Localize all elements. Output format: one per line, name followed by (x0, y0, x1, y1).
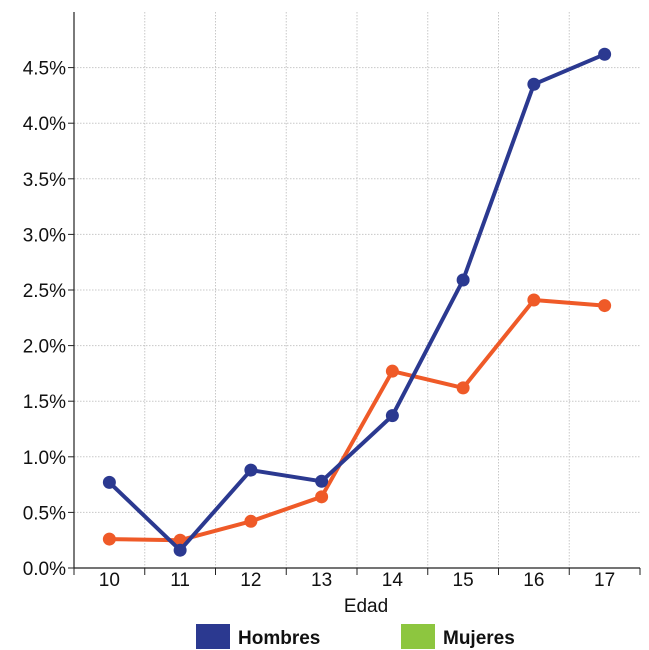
axes (68, 12, 640, 575)
x-tick-label: 15 (453, 570, 474, 591)
legend-swatch-hombres (196, 624, 230, 649)
data-point-hombres (598, 48, 611, 61)
data-point-mujeres (244, 515, 257, 528)
legend: Hombres Mujeres (196, 624, 515, 649)
x-tick-label: 10 (99, 570, 120, 591)
y-tick-label: 3.0% (23, 225, 66, 246)
y-tick-label: 4.0% (23, 114, 66, 135)
data-point-hombres (103, 476, 116, 489)
legend-label: Hombres (238, 628, 320, 649)
y-tick-label: 0.5% (23, 503, 66, 524)
y-axis-tick-labels: 0.0% 0.5% 1.0% 1.5% 2.0% 2.5% 3.0% 3.5% 4.0% 4.5% (23, 59, 66, 580)
x-axis-title: Edad (344, 596, 388, 617)
data-point-hombres (244, 464, 257, 477)
data-point-mujeres (315, 490, 328, 503)
data-point-hombres (386, 409, 399, 422)
data-point-mujeres (457, 381, 470, 394)
y-tick-label: 1.0% (23, 448, 66, 469)
x-tick-label: 17 (594, 570, 615, 591)
y-tick-label: 3.5% (23, 170, 66, 191)
x-tick-label: 11 (170, 570, 190, 591)
data-point-mujeres (598, 299, 611, 312)
data-point-hombres (457, 273, 470, 286)
x-tick-label: 14 (382, 570, 404, 591)
x-tick-label: 16 (523, 570, 544, 591)
x-tick-label: 12 (240, 570, 261, 591)
legend-label: Mujeres (443, 628, 515, 649)
data-point-hombres (315, 475, 328, 488)
y-tick-label: 4.5% (23, 59, 66, 80)
x-tick-label: 13 (311, 570, 332, 591)
gridlines (74, 12, 640, 568)
y-tick-label: 2.5% (23, 281, 66, 302)
data-point-mujeres (386, 365, 399, 378)
y-tick-label: 2.0% (23, 337, 66, 358)
data-point-hombres (527, 78, 540, 91)
y-tick-label: 0.0% (23, 559, 66, 580)
y-tick-label: 1.5% (23, 392, 66, 413)
legend-swatch-mujeres (401, 624, 435, 649)
data-point-mujeres (527, 294, 540, 307)
data-point-mujeres (103, 533, 116, 546)
data-point-hombres (174, 544, 187, 557)
